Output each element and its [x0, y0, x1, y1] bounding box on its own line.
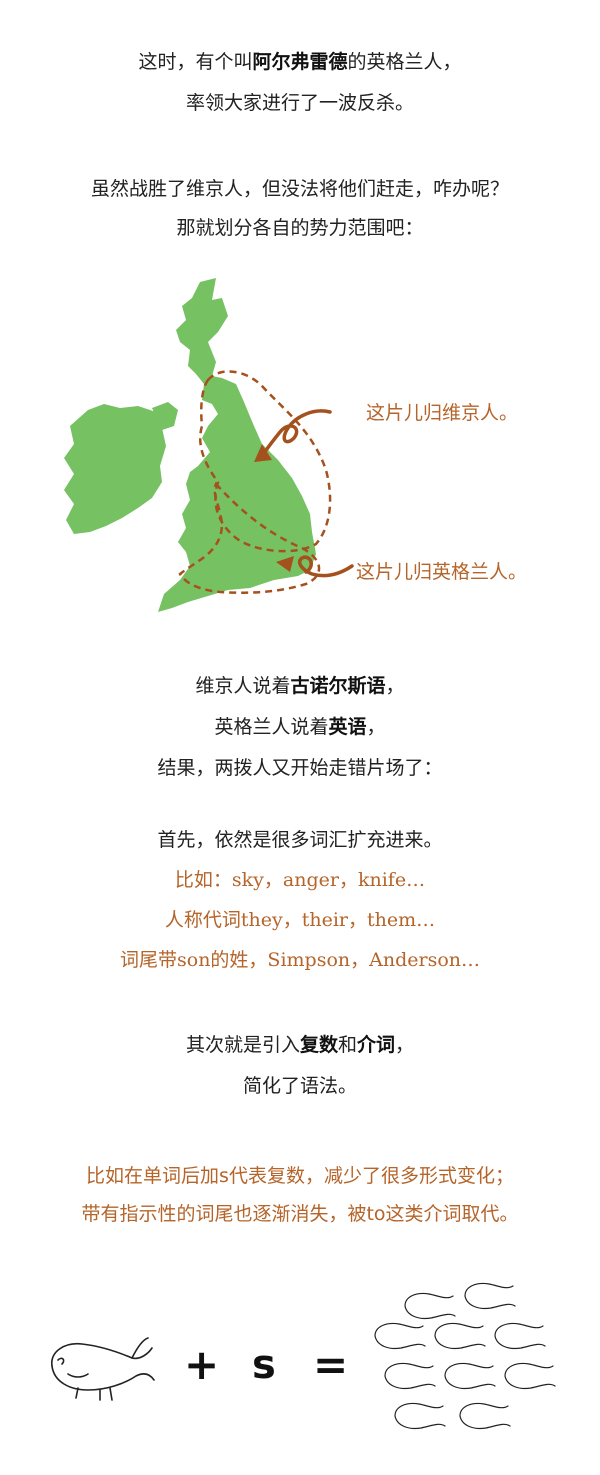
northern-ireland-shape [152, 402, 178, 430]
details-line-1: 比如在单词后加s代表复数，减少了很多形式变化； [86, 1165, 514, 1187]
division-line-1: 虽然战胜了维京人，但没法将他们赶走，咋办呢？ [90, 178, 509, 200]
vocab-example-1: 比如：sky，anger，knife… [174, 869, 426, 891]
punctuation: ， [385, 675, 405, 697]
great-britain-shape [158, 278, 316, 612]
old-norse-term: 古诺尔斯语 [290, 675, 386, 697]
intro-text-end: 的英格兰人， [347, 51, 462, 73]
grammar-line-2: 简化了语法。 [242, 1075, 357, 1097]
single-creature-drawing [51, 1337, 155, 1401]
vocab-intro: 首先，依然是很多词汇扩充进来。 [157, 829, 443, 851]
intro-text: 这时，有个叫 [138, 51, 253, 73]
england-boundary [178, 481, 321, 594]
arrow-head-north [254, 444, 272, 462]
division-line-2: 那就划分各自的势力范围吧： [176, 217, 424, 239]
intro-line-2: 率领大家进行了一波反杀。 [185, 92, 414, 114]
arrow-head-south [276, 556, 294, 572]
languages-line-2: 英格兰人说着英语， [0, 715, 600, 739]
intro-line-1: 这时，有个叫阿尔弗雷德的英格兰人， [0, 50, 600, 74]
english-term: 英语 [328, 716, 367, 738]
arrow-to-north [260, 409, 332, 458]
and-text: 和 [337, 1034, 357, 1056]
british-isles-map [64, 278, 354, 612]
label-viking-area: 这片儿归维京人。 [366, 402, 519, 424]
languages-line-3: 结果，两拨人又开始走错片场了： [157, 757, 443, 779]
danelaw-boundary [199, 370, 332, 553]
english-speak-text: 英格兰人说着 [214, 716, 329, 738]
punctuation: ， [395, 1034, 415, 1056]
letter-s: s [252, 1342, 276, 1388]
grammar-text: 其次就是引入 [185, 1034, 300, 1056]
equals-sign: = [313, 1340, 349, 1389]
vikings-speak-text: 维京人说着 [195, 675, 291, 697]
ireland-shape [64, 404, 166, 534]
languages-line-1: 维京人说着古诺尔斯语， [0, 674, 600, 698]
label-english-area: 这片儿归英格兰人。 [356, 561, 528, 583]
plural-term: 复数 [299, 1034, 338, 1056]
grammar-line-1: 其次就是引入复数和介词， [0, 1033, 600, 1057]
plus-sign: + [184, 1340, 220, 1389]
preposition-term: 介词 [357, 1034, 396, 1056]
details-line-2: 带有指示性的词尾也逐渐消失，被to这类介词取代。 [81, 1203, 519, 1225]
punctuation: ， [366, 716, 386, 738]
vocab-example-3: 词尾带son的姓，Simpson，Anderson… [120, 949, 480, 971]
alfred-name: 阿尔弗雷德 [252, 51, 348, 73]
vocab-example-2: 人称代词they，their，them… [164, 909, 436, 931]
arrow-to-south [297, 555, 354, 578]
creature-group-drawing [374, 1282, 556, 1430]
